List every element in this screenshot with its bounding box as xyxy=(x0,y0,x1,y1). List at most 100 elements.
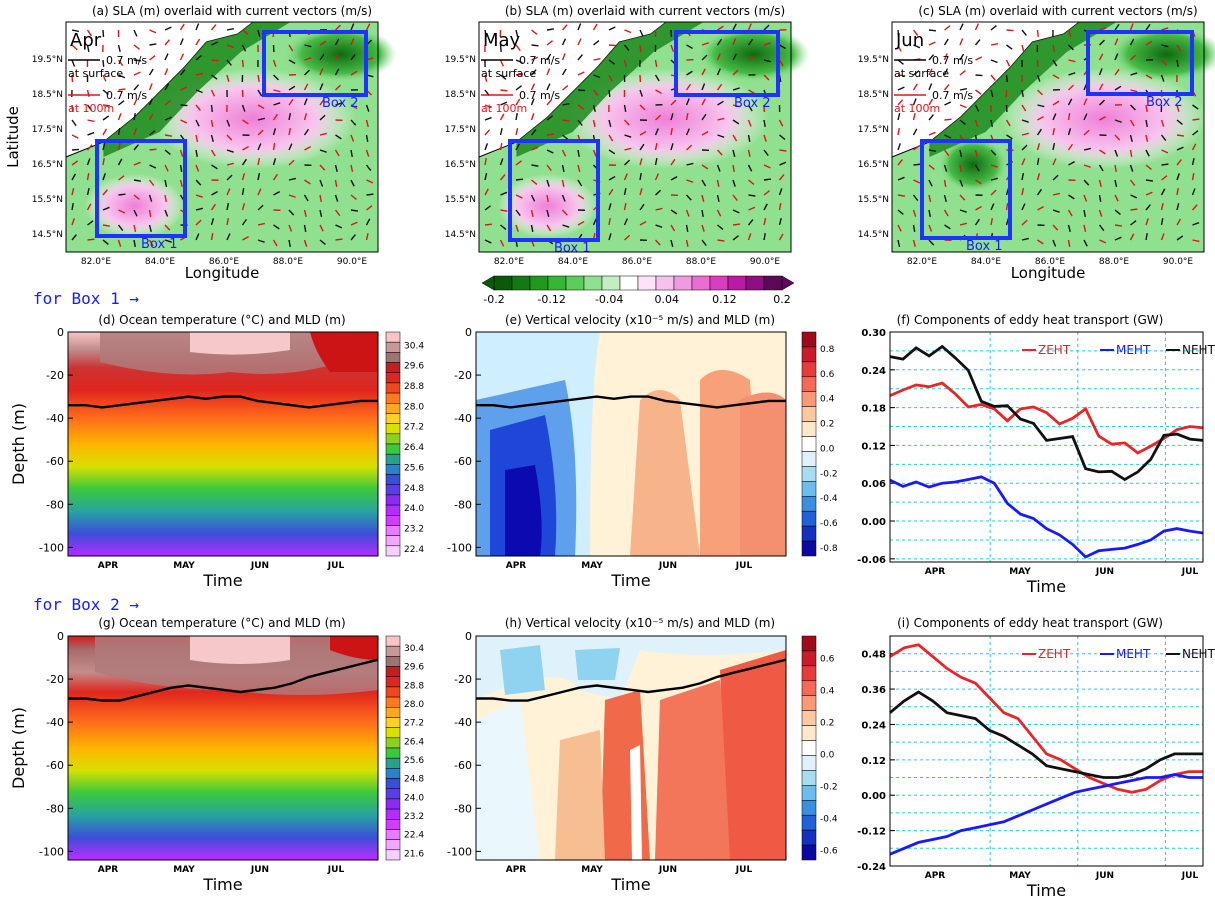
vector-arrow xyxy=(1160,233,1165,241)
legend-label: MEHT xyxy=(1116,647,1151,661)
vector-arrow xyxy=(546,133,555,136)
vector-arrow xyxy=(1176,187,1179,196)
vector-arrow xyxy=(897,239,901,247)
xtick-label: JUN xyxy=(1095,871,1114,881)
colorbar-swatch xyxy=(801,346,817,363)
vector-arrow xyxy=(195,179,202,186)
vector-arrow xyxy=(1052,143,1056,151)
vector-arrow xyxy=(515,143,520,151)
vector-arrow xyxy=(1083,224,1087,232)
vector-arrow xyxy=(593,40,600,46)
vector-arrow xyxy=(1021,89,1024,98)
box-1-label: Box 1 xyxy=(141,237,178,252)
vector-arrow xyxy=(350,234,356,241)
vector-arrow xyxy=(608,134,614,142)
colorbar-label: 28.0 xyxy=(404,700,424,710)
vector-arrow xyxy=(701,194,705,202)
series-line-zeht xyxy=(889,643,1203,794)
vector-arrow xyxy=(928,179,933,187)
vector-arrow xyxy=(928,98,934,106)
map-ytick: 19.5°N xyxy=(858,55,889,65)
vector-arrow xyxy=(1037,89,1043,96)
vector-arrow xyxy=(133,224,137,232)
vector-arrow xyxy=(577,149,580,158)
panel-e-colorbar: 0.8 0.6 0.4 0.2 0.0 -0.2 -0.4 -0.6 -0.8 xyxy=(801,331,838,557)
vector-arrow xyxy=(531,146,539,151)
vector-arrow xyxy=(484,29,488,38)
vector-arrow xyxy=(350,70,358,76)
vector-arrow xyxy=(593,57,601,61)
colorbar-label: 24.0 xyxy=(404,504,424,514)
vector-arrow xyxy=(912,224,916,233)
vector-arrow xyxy=(1129,233,1135,241)
vector-arrow xyxy=(748,194,756,197)
vector-arrow xyxy=(778,59,784,67)
colorbar-swatch xyxy=(385,717,401,728)
vector-arrow xyxy=(117,44,121,52)
colorbar-swatch xyxy=(385,443,401,455)
vector-arrow xyxy=(1145,218,1149,226)
vector-arrow xyxy=(1067,239,1071,248)
vector-arrow xyxy=(1176,134,1185,137)
vector-arrow xyxy=(912,29,919,36)
vector-arrow xyxy=(897,113,901,121)
vector-arrow xyxy=(928,149,937,152)
vector-arrow xyxy=(1083,194,1088,202)
vector-arrow xyxy=(366,205,373,211)
vector-arrow xyxy=(530,69,537,76)
colorbar-label: 30.4 xyxy=(404,341,424,351)
colorbar-swatch xyxy=(385,341,401,353)
map-xlabel: Longitude xyxy=(1011,264,1086,282)
legend-label: ZEHT xyxy=(1038,343,1071,357)
mld-line-g xyxy=(68,658,379,702)
vector-arrow xyxy=(1161,149,1169,154)
vector-arrow xyxy=(335,84,342,91)
ref-100m-caption: at 100m xyxy=(481,102,527,115)
vector-arrow xyxy=(350,23,355,31)
colorbar-label: 26.4 xyxy=(404,737,424,747)
panel-e-axes: 0 -20 -40 -60 -80 -100 APR MAY JUN JUL Time xyxy=(447,326,752,590)
colorbar-swatch xyxy=(801,755,817,771)
vector-arrow xyxy=(779,161,787,166)
vector-arrow xyxy=(1068,84,1074,91)
vector-arrow xyxy=(748,89,755,95)
vector-arrow xyxy=(210,149,216,157)
vector-arrow xyxy=(1005,59,1011,67)
panel-i-plot: 0.48 0.36 0.24 0.12 0.00 -0.12 -0.24 APR MAY JUN J… xyxy=(857,635,1215,898)
vector-arrow xyxy=(1036,74,1041,82)
vector-arrow xyxy=(1129,164,1134,172)
vector-arrow xyxy=(747,219,754,226)
vector-arrow xyxy=(624,159,631,166)
vector-arrow xyxy=(716,53,721,61)
ylabel: Depth (m) xyxy=(9,403,28,485)
vector-arrow xyxy=(195,119,200,127)
vector-arrow xyxy=(716,209,722,217)
colorbar-label: 27.2 xyxy=(404,423,424,433)
vector-arrow xyxy=(897,194,906,197)
current-vectors xyxy=(897,23,1200,248)
vector-arrow xyxy=(1021,44,1025,52)
vector-arrow xyxy=(226,162,234,166)
sla-colorbar-swatch xyxy=(745,275,765,291)
vector-arrow xyxy=(148,83,153,91)
vector-arrow xyxy=(975,56,983,61)
vector-arrow xyxy=(86,144,93,151)
vector-arrow xyxy=(242,119,249,125)
vector-arrow xyxy=(624,147,632,151)
colorbar-swatch xyxy=(801,800,817,816)
vector-arrow xyxy=(654,239,661,246)
vector-arrow xyxy=(210,104,213,113)
vector-arrow xyxy=(1068,44,1074,51)
vector-arrow xyxy=(195,38,201,46)
vector-arrow xyxy=(639,188,643,196)
vector-arrow xyxy=(102,115,110,121)
ytick-label: 0.18 xyxy=(861,404,886,415)
xtick-label: APR xyxy=(98,865,119,875)
ref-surface-caption: at surface xyxy=(68,67,123,80)
vector-arrow xyxy=(226,174,233,181)
panel-f-title: (f) Components of eddy heat transport (G… xyxy=(897,313,1164,327)
vector-arrow xyxy=(195,149,198,158)
vector-arrow xyxy=(1129,179,1136,186)
vector-arrow xyxy=(655,89,662,95)
vector-arrow xyxy=(685,83,692,91)
